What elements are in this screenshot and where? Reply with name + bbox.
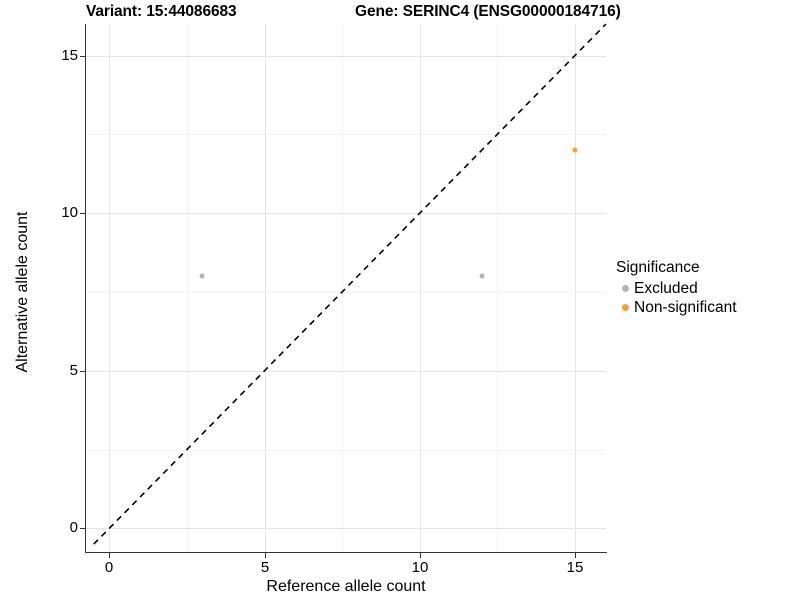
legend: Significance Excluded Non-significant bbox=[616, 258, 796, 317]
gene-title: Gene: SERINC4 (ENSG00000184716) bbox=[355, 3, 621, 20]
gridline-v-major bbox=[109, 24, 110, 552]
gridline-v-major bbox=[575, 24, 576, 552]
gridline-v-minor bbox=[187, 24, 188, 552]
legend-items: Excluded Non-significant bbox=[616, 279, 796, 317]
legend-title: Significance bbox=[616, 259, 700, 276]
y-tick-mark bbox=[80, 528, 85, 530]
y-tick-label: 5 bbox=[69, 362, 78, 379]
identity-line-path bbox=[93, 23, 607, 545]
x-axis-line bbox=[85, 552, 607, 554]
x-tick-mark bbox=[265, 553, 267, 558]
gridline-h-major bbox=[86, 528, 606, 529]
y-axis-line bbox=[85, 24, 87, 553]
x-tick-mark bbox=[109, 553, 111, 558]
y-tick-mark bbox=[80, 56, 85, 58]
gridline-h-minor bbox=[86, 450, 606, 451]
gridline-h-minor bbox=[86, 134, 606, 135]
data-point[interactable] bbox=[199, 273, 205, 279]
legend-swatch-icon bbox=[616, 299, 634, 317]
x-tick-label: 5 bbox=[260, 559, 270, 576]
gridline-h-major bbox=[86, 56, 606, 57]
y-axis-title: Alternative allele count bbox=[14, 211, 31, 373]
legend-item-non-significant[interactable]: Non-significant bbox=[616, 298, 796, 317]
data-point[interactable] bbox=[572, 147, 578, 153]
identity-line bbox=[93, 23, 607, 545]
legend-item-label: Non-significant bbox=[634, 299, 737, 316]
gridline-h-minor bbox=[86, 292, 606, 293]
x-tick-label: 15 bbox=[566, 559, 584, 576]
y-axis-ticks: 0 5 10 15 bbox=[0, 0, 85, 600]
x-tick-label: 10 bbox=[411, 559, 429, 576]
legend-item-excluded[interactable]: Excluded bbox=[616, 279, 796, 298]
y-tick-label: 10 bbox=[61, 204, 78, 221]
plot-panel bbox=[86, 23, 607, 552]
gridline-v-minor bbox=[497, 24, 498, 552]
gridline-v-major bbox=[420, 24, 421, 552]
gridline-v-minor bbox=[342, 24, 343, 552]
y-tick-label: 0 bbox=[69, 519, 78, 536]
y-tick-mark bbox=[80, 213, 85, 215]
variant-title: Variant: 15:44086683 bbox=[86, 3, 237, 20]
x-tick-mark bbox=[420, 553, 422, 558]
x-tick-label: 0 bbox=[104, 559, 114, 576]
x-tick-mark bbox=[575, 553, 577, 558]
y-tick-mark bbox=[80, 371, 85, 373]
y-tick-label: 15 bbox=[61, 47, 78, 64]
chart-title-row: Variant: 15:44086683 Gene: SERINC4 (ENSG… bbox=[0, 2, 621, 24]
legend-swatch-icon bbox=[616, 280, 634, 298]
gridline-v-major bbox=[265, 24, 266, 552]
x-axis-title: Reference allele count bbox=[266, 578, 426, 595]
legend-item-label: Excluded bbox=[634, 280, 698, 297]
gridline-h-major bbox=[86, 213, 606, 214]
gridline-h-major bbox=[86, 371, 606, 372]
data-point[interactable] bbox=[479, 273, 485, 279]
